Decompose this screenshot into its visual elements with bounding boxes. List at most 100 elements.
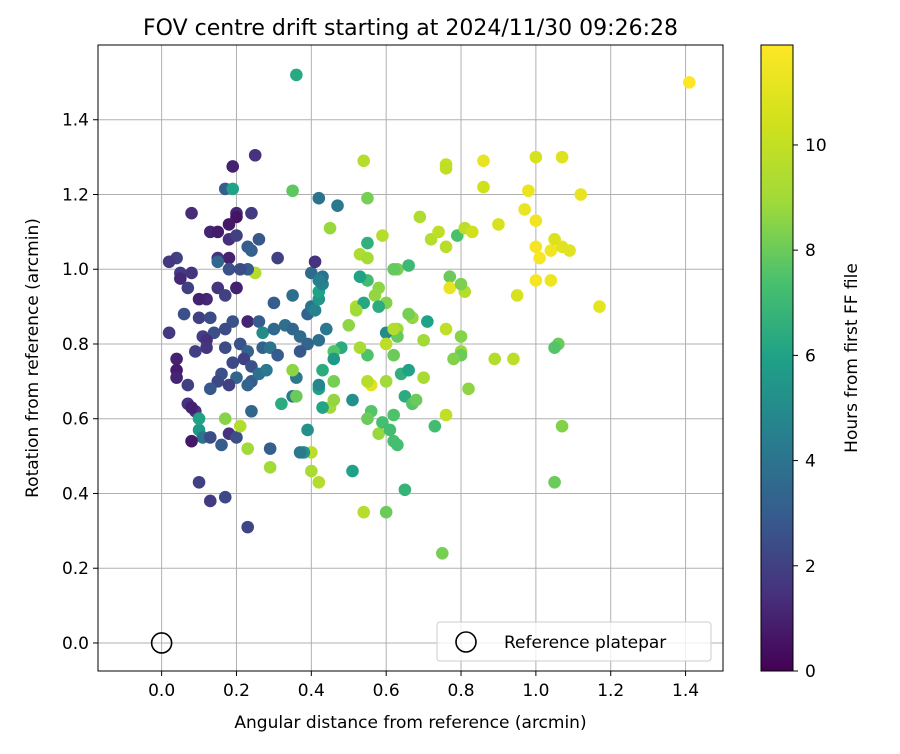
scatter-point [316, 363, 329, 377]
scatter-point [203, 382, 217, 396]
scatter-point [436, 546, 449, 560]
scatter-point [170, 371, 183, 384]
scatter-point [245, 206, 258, 220]
scatter-point [398, 483, 412, 497]
x-tick-label: 1.4 [672, 681, 699, 701]
scatter-point [507, 352, 520, 366]
scatter-point [290, 390, 303, 403]
scatter-point [379, 375, 393, 388]
scatter-point [192, 292, 206, 306]
scatter-point [271, 348, 284, 362]
scatter-point [248, 148, 262, 162]
scatter-point [379, 337, 393, 351]
colorbar-tick-label: 6 [805, 346, 816, 366]
scatter-point [409, 393, 423, 407]
scatter-point [267, 322, 281, 336]
scatter-point [241, 378, 255, 392]
scatter-point [230, 229, 243, 242]
scatter-point [226, 160, 240, 173]
grid [98, 45, 723, 671]
scatter-point [439, 162, 453, 175]
scatter-point [293, 446, 307, 459]
y-axis-label: Rotation from reference (arcmin) [23, 218, 43, 498]
y-tick-label: 0.0 [62, 634, 89, 654]
scatter-point [327, 375, 341, 388]
scatter-point [293, 345, 307, 358]
colorbar-tick-label: 8 [805, 241, 816, 261]
x-tick-label: 0.4 [298, 681, 325, 701]
scatter-points [162, 68, 696, 560]
reference-point-marker [150, 632, 173, 654]
y-tick-label: 0.8 [62, 335, 89, 355]
scatter-point [192, 412, 206, 426]
scatter-point [290, 68, 303, 82]
legend: Reference platepar [436, 621, 712, 662]
scatter-point [185, 434, 198, 448]
scatter-point [181, 378, 195, 392]
scatter-point [357, 154, 371, 168]
scatter-point [563, 244, 576, 257]
scatter-point [555, 419, 569, 433]
scatter-point [346, 393, 359, 407]
scatter-point [211, 225, 225, 239]
scatter-point [245, 244, 258, 257]
scatter-point [233, 419, 247, 433]
scatter-point [192, 311, 206, 325]
scatter-point [323, 221, 337, 235]
scatter-point [222, 262, 236, 276]
scatter-point [574, 188, 588, 201]
scatter-point [548, 341, 561, 355]
scatter-point [402, 259, 415, 272]
scatter-point [312, 191, 326, 205]
scatter-point [368, 289, 382, 302]
scatter-point [222, 218, 236, 231]
scatter-point [510, 289, 524, 302]
scatter-point [488, 352, 502, 366]
scatter-point [529, 240, 543, 254]
scatter-point [518, 203, 531, 216]
scatter-point [555, 150, 569, 164]
scatter-point [203, 431, 217, 444]
scatter-point [417, 371, 430, 384]
scatter-point [529, 274, 543, 287]
scatter-point [263, 442, 277, 455]
scatter-point [361, 251, 374, 265]
scatter-point [316, 401, 329, 414]
scatter-point [301, 423, 314, 437]
scatter-point [387, 262, 400, 276]
scatter-point [185, 206, 198, 220]
chart-title: FOV centre drift starting at 2024/11/30 … [143, 16, 678, 41]
scatter-point [241, 315, 255, 328]
x-tick-label: 1.2 [597, 681, 624, 701]
scatter-point [376, 229, 389, 242]
x-tick-label: 1.0 [522, 681, 549, 701]
scatter-point [349, 304, 363, 317]
scatter-point [387, 348, 400, 362]
y-tick-label: 1.0 [62, 260, 89, 280]
scatter-point [286, 289, 299, 302]
y-tick-label: 0.6 [62, 410, 89, 430]
x-axis-ticks: 0.0 0.2 0.4 0.6 0.8 1.0 1.2 1.4 [148, 671, 699, 701]
scatter-point [331, 199, 344, 213]
scatter-point [454, 330, 468, 343]
scatter-point [439, 240, 453, 254]
scatter-point [391, 438, 404, 452]
x-tick-label: 0.6 [373, 681, 400, 701]
scatter-point [226, 182, 240, 196]
scatter-point [189, 345, 202, 358]
scatter-point [308, 304, 322, 317]
scatter-point [544, 274, 558, 287]
scatter-point [387, 322, 400, 336]
colorbar: 0 2 4 6 8 10 Hours from first FF file [760, 44, 862, 682]
scatter-point [428, 419, 442, 433]
scatter-point [226, 356, 240, 369]
scatter-point [379, 505, 393, 519]
scatter-point [203, 311, 217, 325]
scatter-point [477, 154, 490, 168]
scatter-point [533, 251, 546, 265]
legend-marker [455, 631, 477, 653]
legend-box [436, 621, 712, 662]
scatter-point [522, 184, 535, 198]
